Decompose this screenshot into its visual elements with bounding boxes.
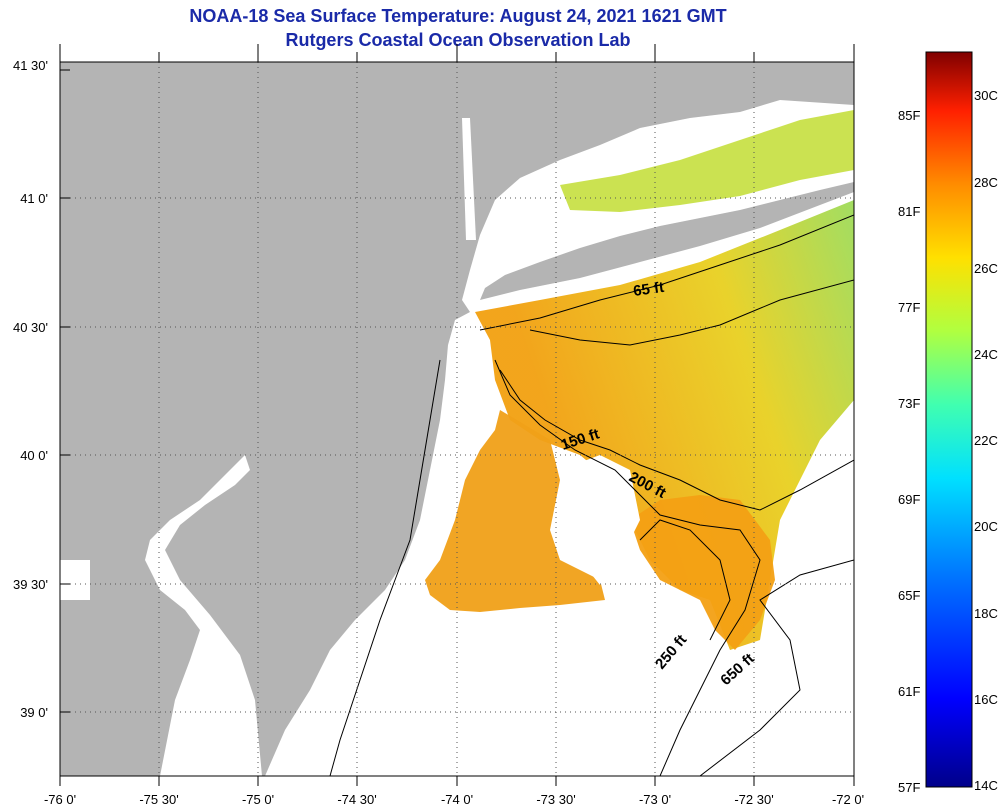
lat-tick-label: 41 30' <box>13 58 48 73</box>
colorbar-c-label: 30C <box>974 88 998 103</box>
sst-swath-sound <box>560 110 854 212</box>
lon-tick-label: -76 0' <box>44 792 76 807</box>
lon-tick-label: -75 0' <box>242 792 274 807</box>
graticule <box>60 62 854 776</box>
long-island <box>480 182 854 300</box>
colorbar-f-label: 69F <box>898 492 920 507</box>
lat-tick-label: 39 30' <box>13 577 48 592</box>
colorbar-c-label: 18C <box>974 606 998 621</box>
colorbar-c-label: 26C <box>974 261 998 276</box>
sst-swath-east <box>630 495 775 650</box>
colorbar-f-label: 65F <box>898 588 920 603</box>
contour-label-65ft: 65 ft <box>632 279 665 300</box>
colorbar-c-label: 16C <box>974 692 998 707</box>
chart-subtitle: Rutgers Coastal Ocean Observation Lab <box>285 30 631 50</box>
lon-tick-label: -73 30' <box>536 792 575 807</box>
colorbar-f-label: 85F <box>898 108 920 123</box>
colorbar-c-label: 14C <box>974 778 998 793</box>
colorbar-c-label: 24C <box>974 347 998 362</box>
lon-tick-label: -74 30' <box>337 792 376 807</box>
colorbar-f-label: 77F <box>898 300 920 315</box>
lat-tick-label: 40 30' <box>13 320 48 335</box>
chart-title: NOAA-18 Sea Surface Temperature: August … <box>189 6 727 26</box>
delaware-bay <box>145 455 262 776</box>
sst-swath-south <box>425 410 605 612</box>
colorbar-f-label: 57F <box>898 780 920 795</box>
bathymetry-contours <box>329 214 854 776</box>
lon-tick-label: -75 30' <box>139 792 178 807</box>
hudson-river <box>462 118 476 240</box>
colorbar <box>925 51 973 788</box>
colorbar-c-label: 20C <box>974 519 998 534</box>
tick-marks <box>59 44 855 786</box>
colorbar-c-label: 22C <box>974 433 998 448</box>
lat-tick-label: 39 0' <box>20 705 48 720</box>
no-data-gap <box>560 455 640 585</box>
colorbar-c-label: 28C <box>974 175 998 190</box>
lat-tick-label: 41 0' <box>20 191 48 206</box>
lon-tick-label: -73 0' <box>639 792 671 807</box>
lat-tick-label: 40 0' <box>20 448 48 463</box>
lon-tick-label: -74 0' <box>441 792 473 807</box>
lon-tick-label: -72 0' <box>832 792 864 807</box>
colorbar-f-label: 73F <box>898 396 920 411</box>
colorbar-f-label: 81F <box>898 204 920 219</box>
lon-tick-label: -72 30' <box>734 792 773 807</box>
colorbar-f-label: 61F <box>898 684 920 699</box>
